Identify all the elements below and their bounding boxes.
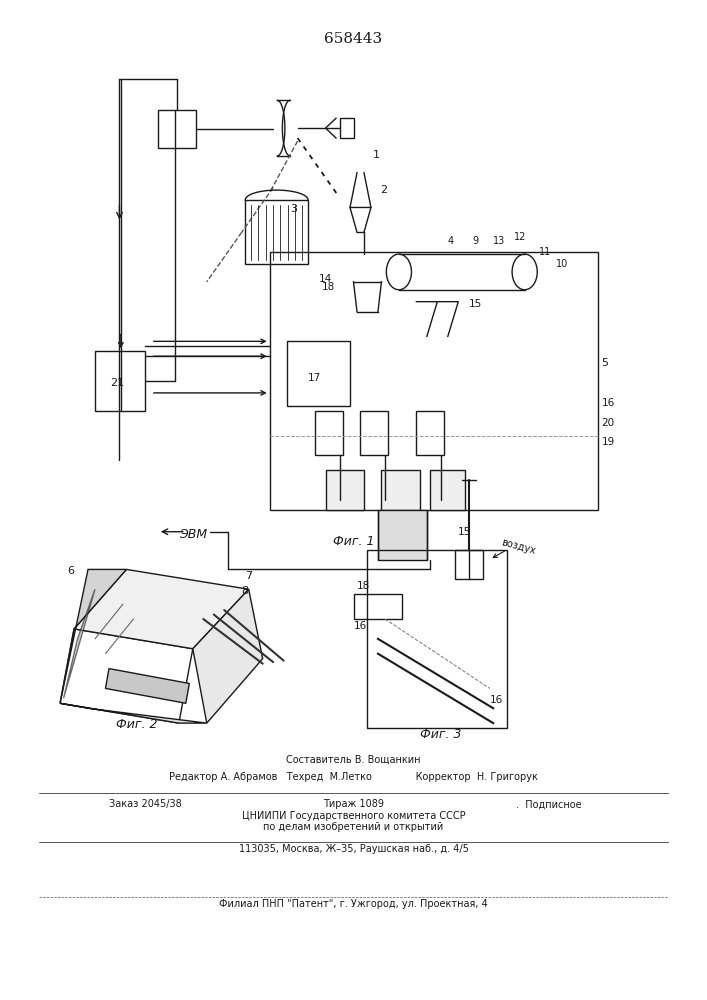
Text: 4: 4 xyxy=(448,236,454,246)
Text: 11: 11 xyxy=(539,247,551,257)
Text: 10: 10 xyxy=(556,259,568,269)
Bar xyxy=(158,110,197,148)
Text: Фиг. 2: Фиг. 2 xyxy=(116,718,158,731)
Text: 3: 3 xyxy=(291,204,298,214)
Bar xyxy=(325,470,364,510)
Text: 5: 5 xyxy=(602,358,609,368)
Text: 16: 16 xyxy=(354,621,367,631)
Bar xyxy=(378,510,427,560)
Bar xyxy=(315,411,343,455)
Text: по делам изобретений и открытий: по делам изобретений и открытий xyxy=(264,822,443,832)
Text: 2: 2 xyxy=(380,185,387,195)
Text: 1: 1 xyxy=(373,150,380,160)
Text: 18: 18 xyxy=(357,581,370,591)
Bar xyxy=(368,550,507,728)
Polygon shape xyxy=(74,569,249,649)
Text: ЦНИИПИ Государственного комитета СССР: ЦНИИПИ Государственного комитета СССР xyxy=(242,811,465,821)
Polygon shape xyxy=(105,669,189,703)
Text: 15: 15 xyxy=(458,527,472,537)
Text: Заказ 2045/38: Заказ 2045/38 xyxy=(109,799,182,809)
Text: ЭВМ: ЭВМ xyxy=(179,528,207,541)
Text: 13: 13 xyxy=(493,236,506,246)
Bar xyxy=(416,411,444,455)
Text: 14: 14 xyxy=(319,274,332,284)
Text: 113035, Москва, Ж–35, Раушская наб., д. 4/5: 113035, Москва, Ж–35, Раушская наб., д. … xyxy=(238,844,469,854)
Bar xyxy=(269,252,598,510)
Text: Фиг. 1: Фиг. 1 xyxy=(333,535,374,548)
Bar xyxy=(95,351,146,411)
Bar xyxy=(382,470,420,510)
Polygon shape xyxy=(64,589,95,698)
Polygon shape xyxy=(193,589,263,723)
Bar xyxy=(354,594,402,619)
Text: Фиг. 3: Фиг. 3 xyxy=(420,728,462,741)
Bar xyxy=(361,411,388,455)
Text: 16: 16 xyxy=(602,398,615,408)
Polygon shape xyxy=(60,629,193,723)
Text: 17: 17 xyxy=(308,373,322,383)
Text: 7: 7 xyxy=(245,571,252,581)
Text: Составитель В. Вощанкин: Составитель В. Вощанкин xyxy=(286,755,421,765)
Bar xyxy=(339,118,354,138)
Text: 658443: 658443 xyxy=(325,32,382,46)
Polygon shape xyxy=(60,703,206,723)
Bar xyxy=(287,341,350,406)
Text: 9: 9 xyxy=(472,236,479,246)
Text: 8: 8 xyxy=(242,586,249,596)
Text: 15: 15 xyxy=(469,299,482,309)
Text: 19: 19 xyxy=(602,437,615,447)
Bar xyxy=(431,470,465,510)
Text: Редактор А. Абрамов   Техред  М.Летко              Корректор  Н. Григорук: Редактор А. Абрамов Техред М.Летко Корре… xyxy=(169,772,538,782)
Text: 12: 12 xyxy=(514,232,527,242)
Text: 21: 21 xyxy=(110,378,124,388)
Text: Тираж 1089: Тираж 1089 xyxy=(323,799,384,809)
Text: 18: 18 xyxy=(322,282,335,292)
Text: .  Подписное: . Подписное xyxy=(516,799,582,809)
Bar xyxy=(245,200,308,264)
Text: Филиал ПНП "Патент", г. Ужгород, ул. Проектная, 4: Филиал ПНП "Патент", г. Ужгород, ул. Про… xyxy=(219,899,488,909)
Polygon shape xyxy=(60,569,127,703)
Text: 20: 20 xyxy=(602,418,614,428)
Text: 6: 6 xyxy=(67,566,74,576)
Text: воздух: воздух xyxy=(501,538,537,557)
Bar xyxy=(455,550,483,579)
Text: 16: 16 xyxy=(490,695,503,705)
